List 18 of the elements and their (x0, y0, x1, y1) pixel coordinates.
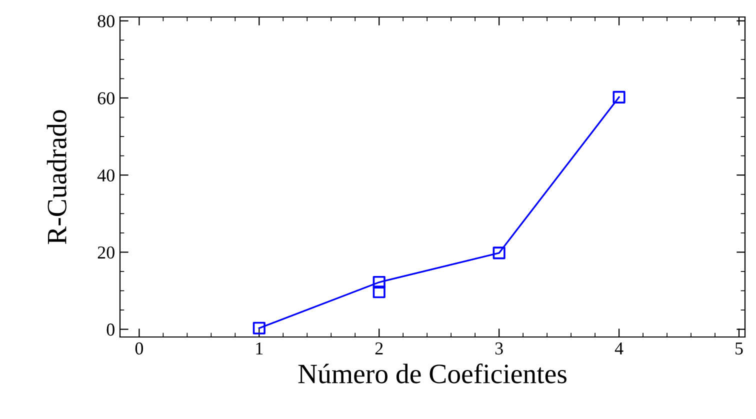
x-tick-label: 3 (495, 342, 503, 355)
x-tick-label: 5 (736, 342, 743, 355)
y-tick-label: 60 (98, 92, 114, 104)
y-tick-label: 80 (98, 15, 114, 28)
x-tick-label: 0 (135, 342, 144, 355)
point (252, 322, 266, 334)
y-tick-label: 0 (106, 324, 114, 336)
x-tick-label: 1 (256, 342, 263, 354)
x-tick-label: 4 (614, 342, 624, 354)
y-axis-title: R-Cuadrado (46, 110, 66, 244)
point (372, 276, 386, 289)
point (372, 286, 386, 298)
x-axis-title: Número de Coeficientes (298, 364, 566, 384)
point (612, 90, 626, 104)
y-tick-label: 20 (98, 246, 114, 259)
y-tick-label: 40 (97, 169, 114, 182)
point (492, 246, 506, 260)
x-tick-label: 2 (375, 342, 383, 354)
